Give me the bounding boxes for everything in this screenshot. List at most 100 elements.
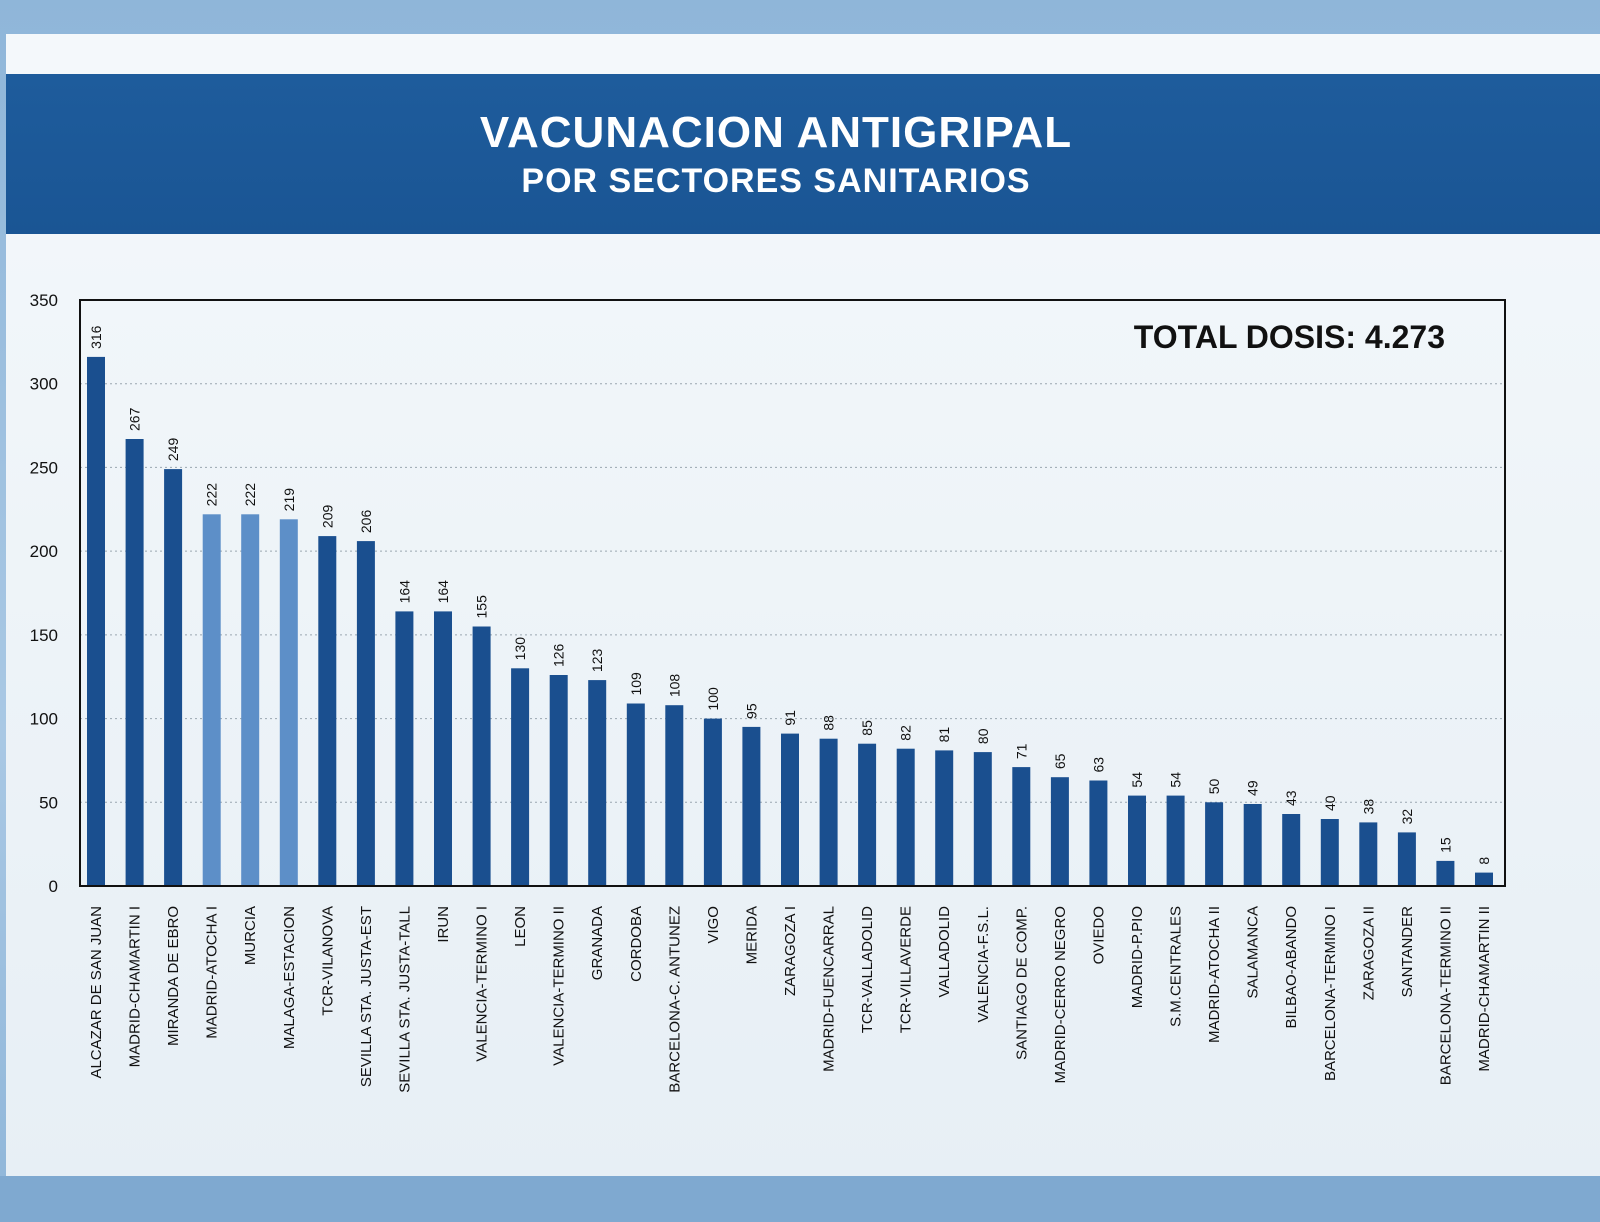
bar (1243, 804, 1262, 886)
y-tick-label: 100 (30, 710, 58, 729)
category-label: BARCELONA-TERMINO II (1437, 906, 1454, 1085)
y-axis-ticks: 0 50 100 150 200 250 300 350 (30, 291, 58, 896)
category-label: SANTIAGO DE COMP. (1013, 906, 1030, 1060)
bar-value-label: 222 (242, 483, 258, 507)
bar (1359, 822, 1378, 886)
y-tick-label: 0 (49, 877, 58, 896)
bar (472, 626, 491, 886)
category-label: VALENCIA-TERMINO I (474, 906, 491, 1062)
bar (279, 519, 298, 886)
y-tick-label: 350 (30, 291, 58, 310)
bar-value-label: 206 (358, 510, 374, 534)
title-band: VACUNACION ANTIGRIPAL POR SECTORES SANIT… (6, 74, 1600, 234)
bar (87, 356, 105, 886)
category-label: MIRANDA DE EBRO (165, 906, 182, 1046)
bar (202, 514, 221, 886)
bar (935, 750, 954, 886)
bar-value-label: 91 (782, 710, 798, 726)
bar (318, 536, 337, 886)
bar (1012, 767, 1031, 886)
bar-value-label: 81 (936, 727, 952, 743)
bar (896, 748, 915, 886)
bar (781, 733, 799, 886)
category-label: TCR-VILANOVA (319, 906, 336, 1016)
bar (1050, 777, 1069, 886)
bar (819, 738, 838, 886)
category-label: MADRID-CHAMARTIN II (1476, 906, 1493, 1072)
category-labels: ALCAZAR DE SAN JUAN MADRID-CHAMARTIN I MIR… (88, 906, 1493, 1093)
bar (742, 726, 761, 886)
plot-frame (79, 299, 1506, 887)
bar (1475, 872, 1493, 886)
bar (1166, 795, 1185, 886)
bar (703, 718, 722, 886)
category-label: MADRID-CHAMARTIN I (127, 906, 144, 1067)
bar-value-label: 82 (898, 725, 914, 741)
category-label: BARCELONA-TERMINO I (1322, 906, 1339, 1081)
bar-value-label: 95 (743, 703, 759, 719)
category-label: MURCIA (242, 906, 259, 965)
bar-value-label: 164 (435, 580, 451, 604)
category-label: TCR-VALLADOLID (859, 906, 876, 1033)
y-tick-label: 250 (30, 458, 58, 477)
category-label: CORDOBA (628, 906, 645, 982)
bar (858, 743, 877, 886)
bar (665, 705, 684, 886)
bar (1282, 814, 1301, 886)
category-label: MADRID-FUENCARRAL (821, 906, 838, 1072)
bar (1436, 860, 1455, 886)
category-label: MADRID-CERRO NEGRO (1052, 906, 1069, 1084)
y-tick-label: 200 (30, 542, 58, 561)
category-label: MALAGA-ESTACION (281, 906, 298, 1049)
bar-value-label: 155 (474, 595, 490, 619)
category-label: ZARAGOZA I (782, 906, 799, 996)
category-label: VIGO (705, 906, 722, 944)
bar-value-label: 80 (975, 728, 991, 744)
total-doses-annotation: TOTAL DOSIS: 4.273 (1134, 319, 1445, 355)
bar (1128, 795, 1146, 886)
category-label: S.M.CENTRALES (1168, 906, 1185, 1027)
bar-value-label: 109 (628, 672, 644, 696)
bar-value-label: 43 (1283, 790, 1299, 806)
bar-value-label: 88 (821, 715, 837, 731)
category-label: ZARAGOZA II (1360, 906, 1377, 1000)
bar-value-label: 100 (705, 687, 721, 711)
bar-value-label: 108 (666, 674, 682, 698)
bar-value-label: 50 (1206, 778, 1222, 794)
bar-value-label: 316 (88, 325, 104, 349)
bar (549, 675, 568, 886)
chart-page: VACUNACION ANTIGRIPAL POR SECTORES SANIT… (6, 34, 1600, 1184)
bar-value-label: 123 (589, 648, 605, 672)
bar-value-label: 249 (165, 438, 181, 462)
category-label: VALENCIA-F.S.L. (975, 906, 992, 1022)
bar-value-label: 130 (512, 637, 528, 661)
bar (125, 439, 144, 886)
category-label: SEVILLA STA. JUSTA-TALL (396, 906, 413, 1093)
y-tick-label: 300 (30, 375, 58, 394)
bar-value-label: 32 (1399, 809, 1415, 825)
category-label: SEVILLA STA. JUSTA-EST (358, 906, 375, 1087)
category-label: LEON (512, 906, 529, 947)
bar (356, 541, 375, 886)
category-label: MADRID-ATOCHA II (1206, 906, 1223, 1043)
bar-value-label: 209 (319, 505, 335, 529)
bar-value-label: 85 (859, 720, 875, 736)
y-tick-label: 50 (39, 793, 58, 812)
bar-value-label: 54 (1129, 772, 1145, 788)
bar-value-label: 49 (1245, 780, 1261, 796)
category-label: VALENCIA-TERMINO II (551, 906, 568, 1066)
bar (626, 703, 645, 886)
category-label: TCR-VILLAVERDE (898, 906, 915, 1033)
y-tick-label: 150 (30, 626, 58, 645)
bar-value-label: 222 (204, 483, 220, 507)
category-label: SANTANDER (1399, 906, 1416, 998)
bar-value-label: 267 (127, 407, 143, 431)
bar (434, 611, 452, 886)
bar (241, 514, 260, 886)
chart-title: VACUNACION ANTIGRIPAL (479, 108, 1073, 157)
bar-value-label: 219 (281, 488, 297, 512)
bar-value-label: 40 (1322, 795, 1338, 811)
bar (164, 469, 183, 886)
category-label: BARCELONA-C. ANTUNEZ (666, 906, 683, 1093)
